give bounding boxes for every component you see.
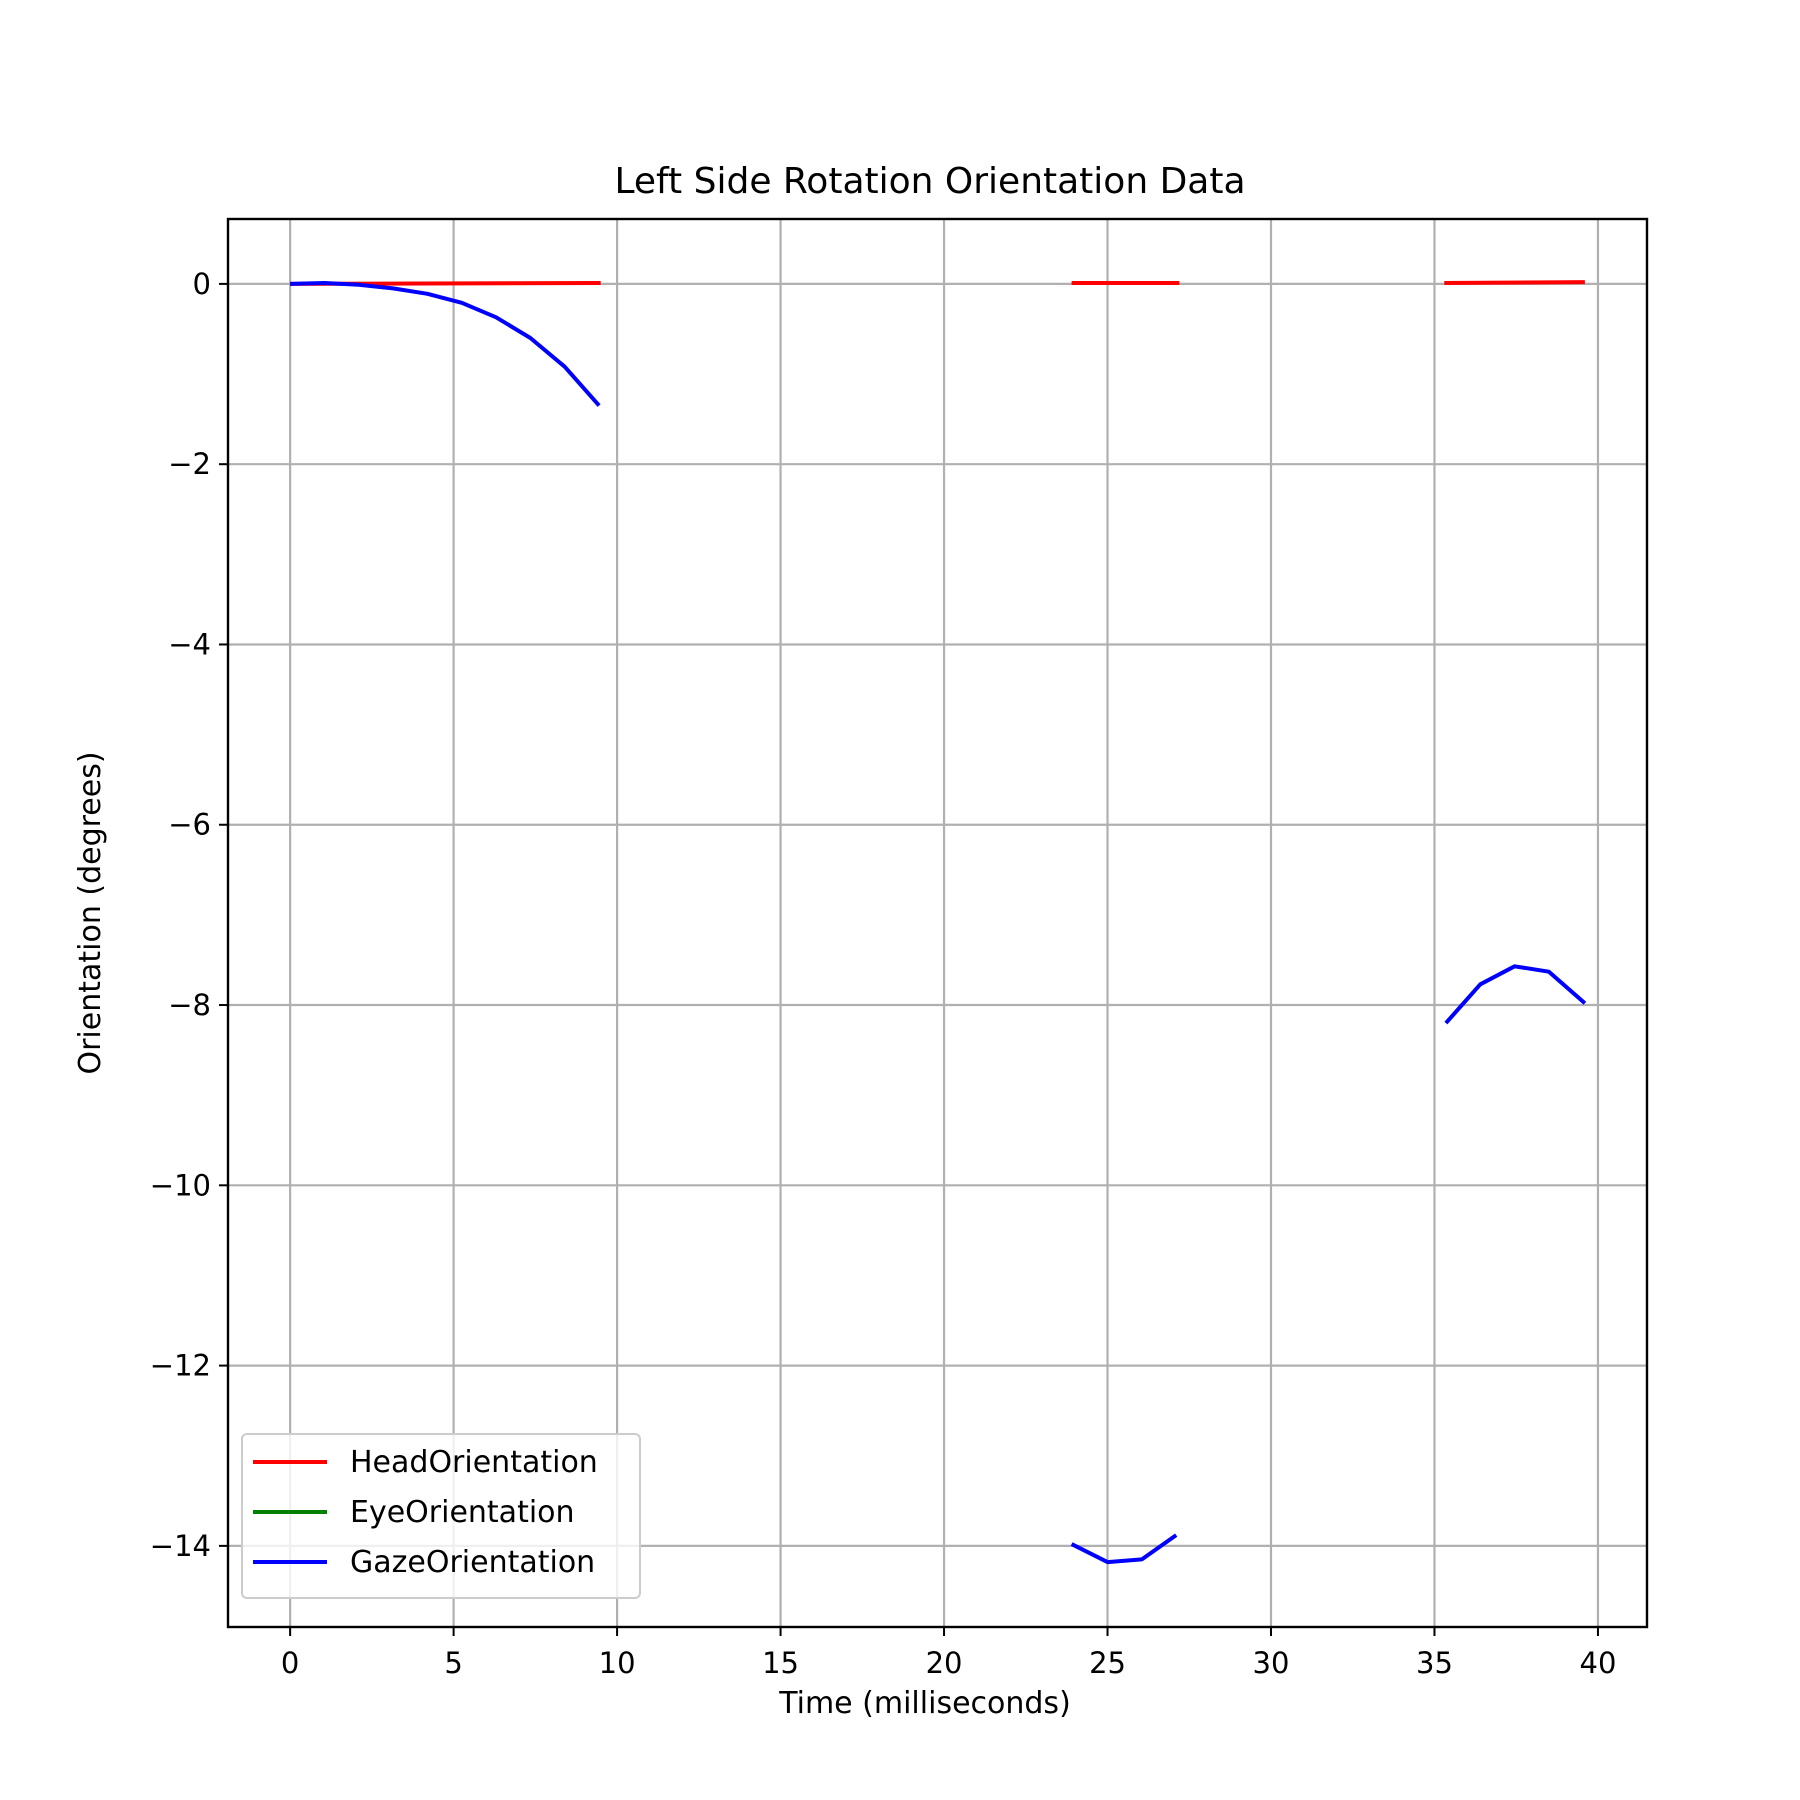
legend: HeadOrientation EyeOrientation GazeOrien… <box>241 1433 641 1599</box>
legend-label-gaze: GazeOrientation <box>350 1545 595 1580</box>
y-tick-label: −4 <box>168 627 211 661</box>
grid <box>228 219 1647 1627</box>
plot-frame <box>226 217 1649 1629</box>
x-tick-label: 20 <box>926 1646 963 1680</box>
x-tick-label: 30 <box>1253 1646 1290 1680</box>
series-line-head-segment-3 <box>1444 280 1585 285</box>
legend-label-head: HeadOrientation <box>350 1445 598 1480</box>
x-tick-label: 10 <box>599 1646 636 1680</box>
y-tick-label: −12 <box>150 1349 211 1383</box>
plot-series <box>290 280 1587 1565</box>
x-axis-label: Time (milliseconds) <box>778 1686 1071 1721</box>
legend-label-eye: EyeOrientation <box>350 1495 575 1530</box>
y-axis-label: Orientation (degrees) <box>73 751 108 1074</box>
axis-ticks: 0 5 10 15 20 25 30 35 40 0 −2 −4 −6 −8 −10 −12 −14 <box>150 267 1617 1680</box>
x-tick-label: 5 <box>444 1646 462 1680</box>
legend-box <box>241 1433 641 1599</box>
x-tick-label: 35 <box>1416 1646 1453 1680</box>
series-line-gaze-segment-3 <box>1444 964 1587 1025</box>
x-tick-label: 40 <box>1580 1646 1617 1680</box>
series-line-gaze-segment-1 <box>290 281 601 407</box>
y-tick-label: −10 <box>150 1168 211 1202</box>
y-tick-label: −2 <box>168 447 211 481</box>
y-tick-label: −8 <box>168 988 211 1022</box>
x-tick-label: 0 <box>281 1646 299 1680</box>
series-line-gaze-segment-2 <box>1070 1533 1178 1565</box>
y-tick-label: 0 <box>193 267 211 301</box>
y-tick-label: −14 <box>150 1529 211 1563</box>
chart-title: Left Side Rotation Orientation Data <box>614 161 1245 202</box>
x-tick-label: 25 <box>1089 1646 1126 1680</box>
y-tick-label: −6 <box>168 808 211 842</box>
x-tick-label: 15 <box>762 1646 799 1680</box>
